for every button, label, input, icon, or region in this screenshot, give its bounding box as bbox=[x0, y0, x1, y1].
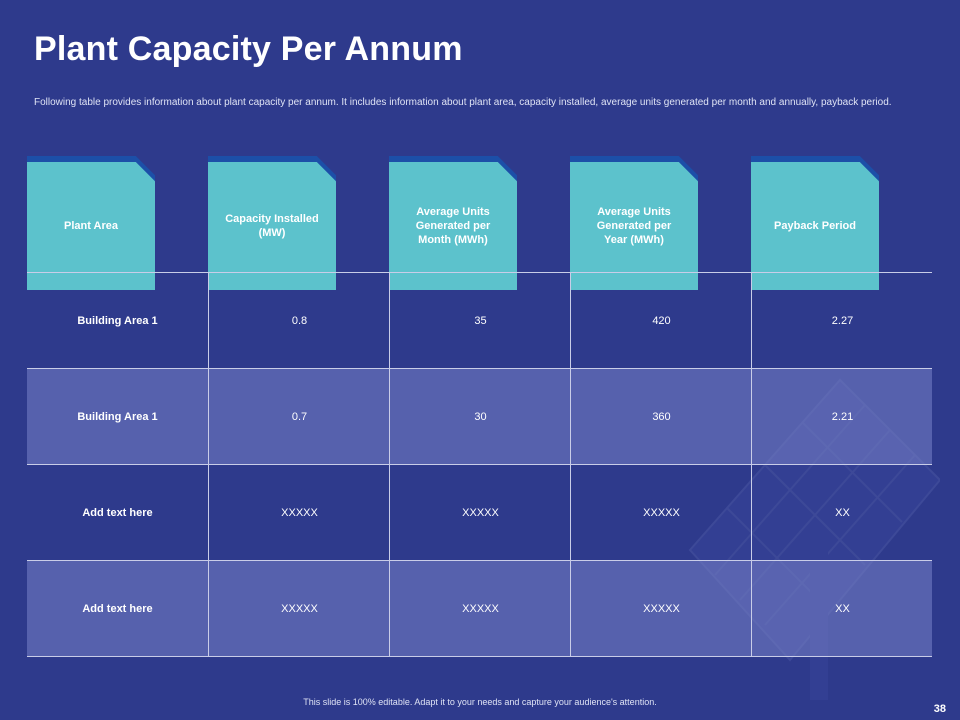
table-cell: XXXXX bbox=[570, 465, 752, 560]
table-cell: Building Area 1 bbox=[77, 314, 158, 327]
table-cell: Add text here bbox=[82, 602, 153, 615]
header-plant-area: Plant Area bbox=[27, 156, 155, 290]
table-cell: 0.7 bbox=[208, 369, 390, 464]
header-payback-period: Payback Period bbox=[751, 156, 879, 290]
page-number: 38 bbox=[933, 703, 946, 715]
header-capacity-installed: Capacity Installed (MW) bbox=[208, 156, 336, 290]
table-row: Add text here XXXXX XXXXX XXXXX XX bbox=[27, 464, 932, 560]
table-cell: XXXXX bbox=[208, 561, 390, 656]
table-row: Add text here XXXXX XXXXX XXXXX XX bbox=[27, 560, 932, 657]
table-cell: XX bbox=[751, 465, 933, 560]
table-row: Building Area 1 0.7 30 360 2.21 bbox=[27, 368, 932, 464]
header-label: Average Units Generated per Month (MWh) bbox=[389, 162, 517, 290]
table-cell: 35 bbox=[389, 273, 571, 368]
table-cell: Building Area 1 bbox=[77, 410, 158, 423]
table-row: Building Area 1 0.8 35 420 2.27 bbox=[27, 272, 932, 368]
slide-description: Following table provides information abo… bbox=[34, 97, 892, 108]
header-avg-units-year: Average Units Generated per Year (MWh) bbox=[570, 156, 698, 290]
header-label: Payback Period bbox=[751, 162, 879, 290]
table-cell: 0.8 bbox=[208, 273, 390, 368]
table-cell: 420 bbox=[570, 273, 752, 368]
table-cell: 2.21 bbox=[751, 369, 933, 464]
table-cell: XXXXX bbox=[389, 465, 571, 560]
footer-note: This slide is 100% editable. Adapt it to… bbox=[303, 697, 657, 707]
table-cell: XXXXX bbox=[570, 561, 752, 656]
table-cell: 2.27 bbox=[751, 273, 933, 368]
table-cell: Add text here bbox=[82, 506, 153, 519]
header-avg-units-month: Average Units Generated per Month (MWh) bbox=[389, 156, 517, 290]
table-cell: XXXXX bbox=[389, 561, 571, 656]
table-cell: XXXXX bbox=[208, 465, 390, 560]
header-label: Average Units Generated per Year (MWh) bbox=[570, 162, 698, 290]
table-cell: 30 bbox=[389, 369, 571, 464]
header-label: Capacity Installed (MW) bbox=[208, 162, 336, 290]
header-label: Plant Area bbox=[27, 162, 155, 290]
table-cell: 360 bbox=[570, 369, 752, 464]
slide-title: Plant Capacity Per Annum bbox=[34, 30, 463, 68]
table-header-row: Plant Area Capacity Installed (MW) Avera… bbox=[27, 156, 932, 292]
table-cell: XX bbox=[751, 561, 933, 656]
